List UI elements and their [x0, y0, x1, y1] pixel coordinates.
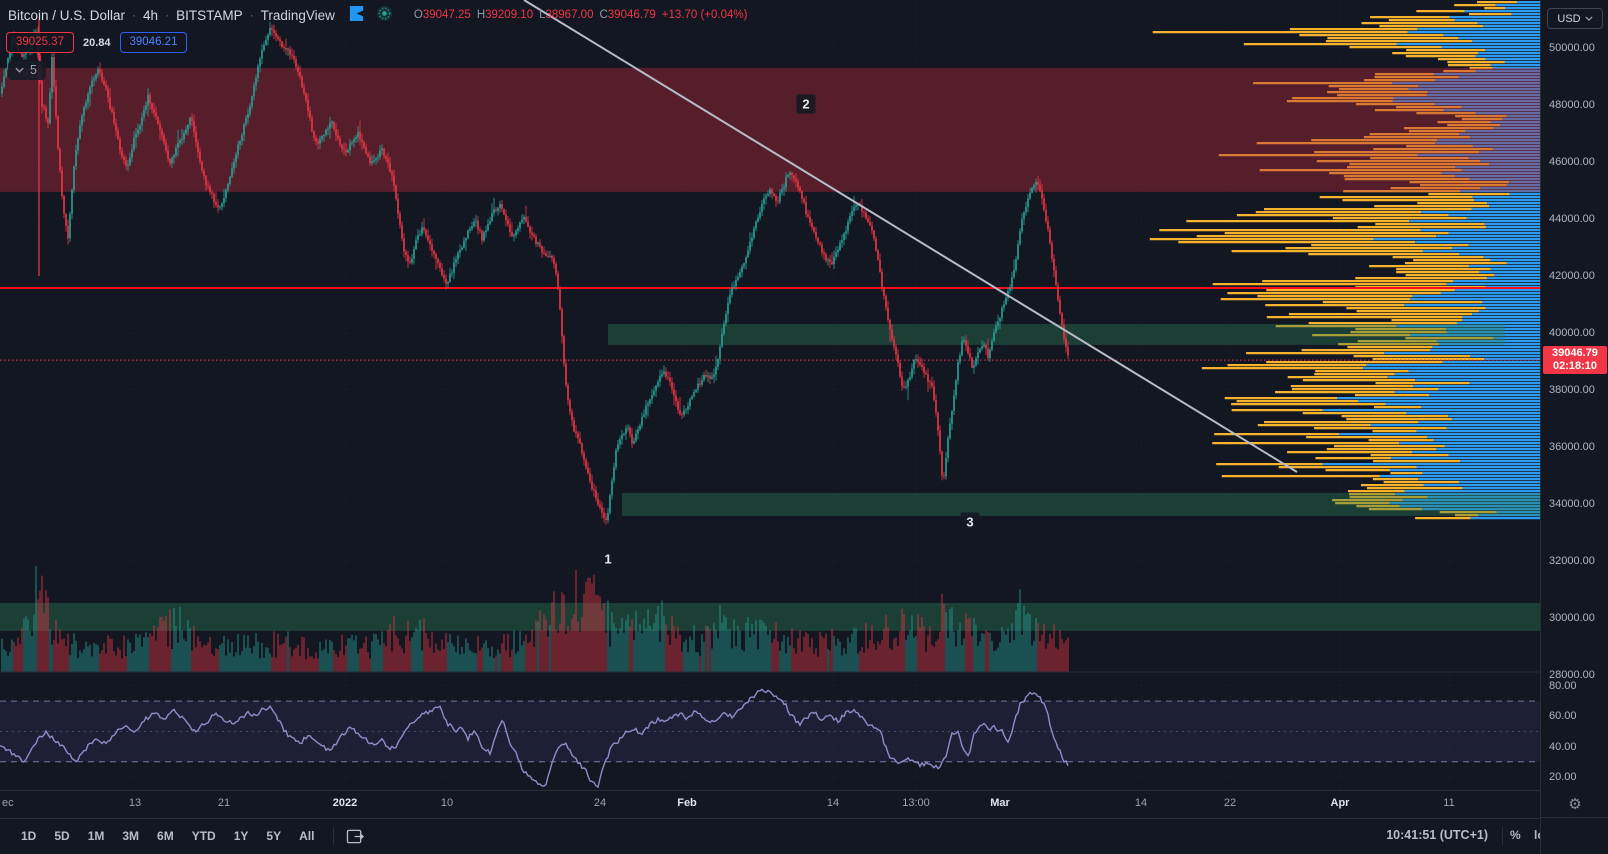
- rsi-tick-label: 40.00: [1549, 740, 1577, 753]
- toolbar-divider: [1502, 827, 1503, 845]
- time-tick-label: 13: [128, 797, 142, 809]
- chevron-down-icon: [15, 67, 24, 73]
- range-button-5y[interactable]: 5Y: [266, 829, 282, 843]
- bid-ask-row: 39025.37 20.84 39046.21: [6, 32, 188, 53]
- clock-label[interactable]: 10:41:51 (UTC+1): [1386, 828, 1488, 842]
- ask-price-box[interactable]: 39046.21: [119, 32, 188, 53]
- rsi-line: [0, 688, 1069, 789]
- volume-bars-down: [13, 569, 1069, 672]
- support-zone-30k[interactable]: [0, 603, 1540, 631]
- price-tick-label: 30000.00: [1549, 611, 1595, 624]
- symbol-header: Bitcoin / U.S. Dollar · 4h · BITSTAMP · …: [8, 5, 747, 25]
- currency-label: USD: [1557, 12, 1581, 25]
- range-button-3m[interactable]: 3M: [122, 829, 140, 843]
- toolbar-divider: [333, 827, 335, 845]
- currency-selector-button[interactable]: USD: [1547, 8, 1603, 29]
- indicator-count: 5: [30, 63, 37, 77]
- close-value: 39046.79: [607, 9, 656, 21]
- time-axis[interactable]: ec 13 21 2022 10 24 Feb 14 13:00 Mar 14 22 Apr 11: [0, 790, 1540, 818]
- chart-canvas[interactable]: [0, 0, 1540, 790]
- chevron-down-icon: [1584, 16, 1593, 21]
- symbol-title[interactable]: Bitcoin / U.S. Dollar: [8, 7, 126, 23]
- time-tick-label: 14: [1134, 797, 1148, 809]
- price-tick-label: 48000.00: [1549, 98, 1595, 111]
- last-price-value: 39046.79: [1552, 347, 1598, 360]
- time-tick-label: 13:00: [902, 797, 930, 809]
- axis-settings-cell[interactable]: ⚙: [1541, 791, 1608, 818]
- bid-price-box[interactable]: 39025.37: [6, 32, 74, 53]
- high-value: 39209.10: [485, 9, 534, 21]
- exchange-logo-icon: [348, 5, 365, 25]
- spread-value: 20.84: [82, 36, 111, 49]
- price-axis[interactable]: USD 50000.00 48000.00 46000.00 44000.00 4200…: [1540, 0, 1608, 854]
- text-annotation-1[interactable]: 1: [598, 549, 618, 569]
- price-tick-label: 28000.00: [1549, 668, 1595, 681]
- indicators-collapsed-button[interactable]: 5: [8, 61, 46, 80]
- resistance-zone[interactable]: [0, 67, 1540, 192]
- range-button-1y[interactable]: 1Y: [233, 829, 249, 843]
- chart-plot-area[interactable]: Bitcoin / U.S. Dollar · 4h · BITSTAMP · …: [0, 0, 1540, 790]
- range-button-6m[interactable]: 6M: [157, 829, 174, 843]
- exchange-label: BITSTAMP: [176, 7, 243, 23]
- last-price-badge: 39046.79 02:18:10: [1543, 346, 1607, 375]
- rsi-tick-label: 20.00: [1549, 770, 1577, 783]
- range-button-1m[interactable]: 1M: [87, 829, 105, 843]
- range-button-5d[interactable]: 5D: [54, 829, 70, 843]
- bottom-toolbar: 1D 5D 1M 3M 6M YTD 1Y 5Y All 10:41:51 (UTC+1) % …: [0, 818, 1608, 854]
- trendline-drawing[interactable]: [523, 0, 1298, 473]
- price-tick-label: 50000.00: [1549, 41, 1595, 54]
- price-tick-label: 34000.00: [1549, 497, 1595, 510]
- date-range-buttons: 1D 5D 1M 3M 6M YTD 1Y 5Y All: [14, 819, 365, 853]
- price-tick-label: 46000.00: [1549, 155, 1595, 168]
- range-button-ytd[interactable]: YTD: [191, 829, 216, 843]
- separator: ·: [132, 8, 137, 22]
- separator: ·: [165, 8, 170, 22]
- separator: ·: [249, 8, 254, 22]
- price-tick-label: 38000.00: [1549, 383, 1595, 396]
- price-tick-label: 42000.00: [1549, 269, 1595, 282]
- time-tick-label: 2022: [332, 797, 358, 809]
- time-tick-label: 24: [593, 797, 607, 809]
- volume-profile-sell: [1322, 1, 1540, 520]
- price-tick-label: 40000.00: [1549, 326, 1595, 339]
- text-annotation-2[interactable]: 2: [796, 94, 816, 114]
- time-tick-label: Mar: [990, 797, 1010, 809]
- rsi-band: [0, 701, 1540, 762]
- open-value: 39047.25: [422, 9, 471, 21]
- support-zone-34k[interactable]: [622, 493, 1540, 516]
- time-tick-label: Feb: [677, 797, 697, 809]
- text-annotation-3[interactable]: 3: [960, 512, 980, 532]
- time-tick-label: 14: [826, 797, 840, 809]
- low-value: 38967.00: [545, 9, 594, 21]
- time-tick-label: 21: [217, 797, 231, 809]
- brand-label[interactable]: TradingView: [260, 7, 335, 23]
- time-tick-label: ec: [2, 797, 14, 809]
- interval-label[interactable]: 4h: [143, 7, 159, 23]
- market-status-icon[interactable]: [376, 5, 393, 25]
- gear-icon[interactable]: ⚙: [1568, 796, 1582, 813]
- rsi-tick-label: 60.00: [1549, 710, 1577, 723]
- range-button-1d[interactable]: 1D: [21, 829, 37, 843]
- bar-countdown: 02:18:10: [1552, 360, 1598, 373]
- time-tick-label: 11: [1443, 797, 1455, 809]
- percent-scale-button[interactable]: %: [1510, 828, 1521, 842]
- time-tick-label: 22: [1223, 797, 1237, 809]
- time-tick-label: 10: [440, 797, 454, 809]
- price-tick-label: 36000.00: [1549, 440, 1595, 453]
- time-tick-label: Apr: [1330, 797, 1350, 809]
- volume-profile-buy: [1149, 1, 1518, 520]
- go-to-date-icon[interactable]: [346, 828, 365, 845]
- ohlc-readout: O39047.25 H39209.10 L38967.00 C39046.79 …: [413, 9, 748, 21]
- support-zone-40k[interactable]: [608, 324, 1505, 345]
- change-value: +13.70 (+0.04%): [661, 9, 748, 21]
- price-tick-label: 32000.00: [1549, 554, 1595, 567]
- price-tick-label: 44000.00: [1549, 212, 1595, 225]
- range-button-all[interactable]: All: [299, 829, 315, 843]
- rsi-tick-label: 80.00: [1549, 679, 1577, 692]
